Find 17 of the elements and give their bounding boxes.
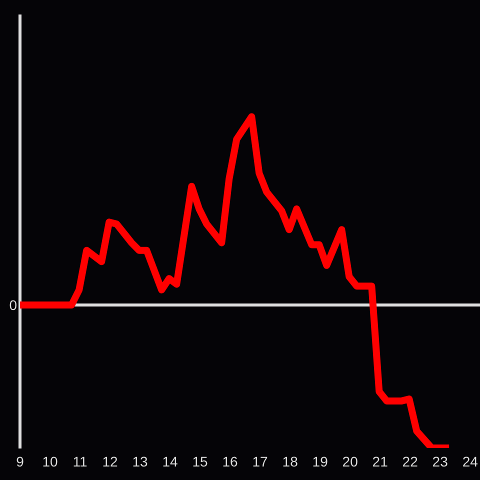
x-tick-label: 24 — [462, 453, 478, 470]
x-tick-label: 20 — [342, 453, 358, 470]
x-tick-label: 11 — [72, 453, 88, 470]
x-tick-label: 12 — [102, 453, 118, 470]
x-tick-label: 14 — [162, 453, 178, 470]
x-tick-label: 18 — [282, 453, 298, 470]
x-tick-label: 13 — [132, 453, 148, 470]
ref-line-label: 0 — [9, 296, 18, 313]
x-tick-label: 15 — [192, 453, 208, 470]
x-tick-label: 10 — [42, 453, 58, 470]
x-tick-label: 9 — [16, 453, 24, 470]
x-tick-label: 16 — [222, 453, 238, 470]
x-tick-label: 22 — [402, 453, 418, 470]
x-tick-label: 19 — [312, 453, 328, 470]
x-tick-label: 21 — [372, 453, 388, 470]
x-tick-label: 23 — [432, 453, 448, 470]
x-tick-label: 17 — [252, 453, 268, 470]
